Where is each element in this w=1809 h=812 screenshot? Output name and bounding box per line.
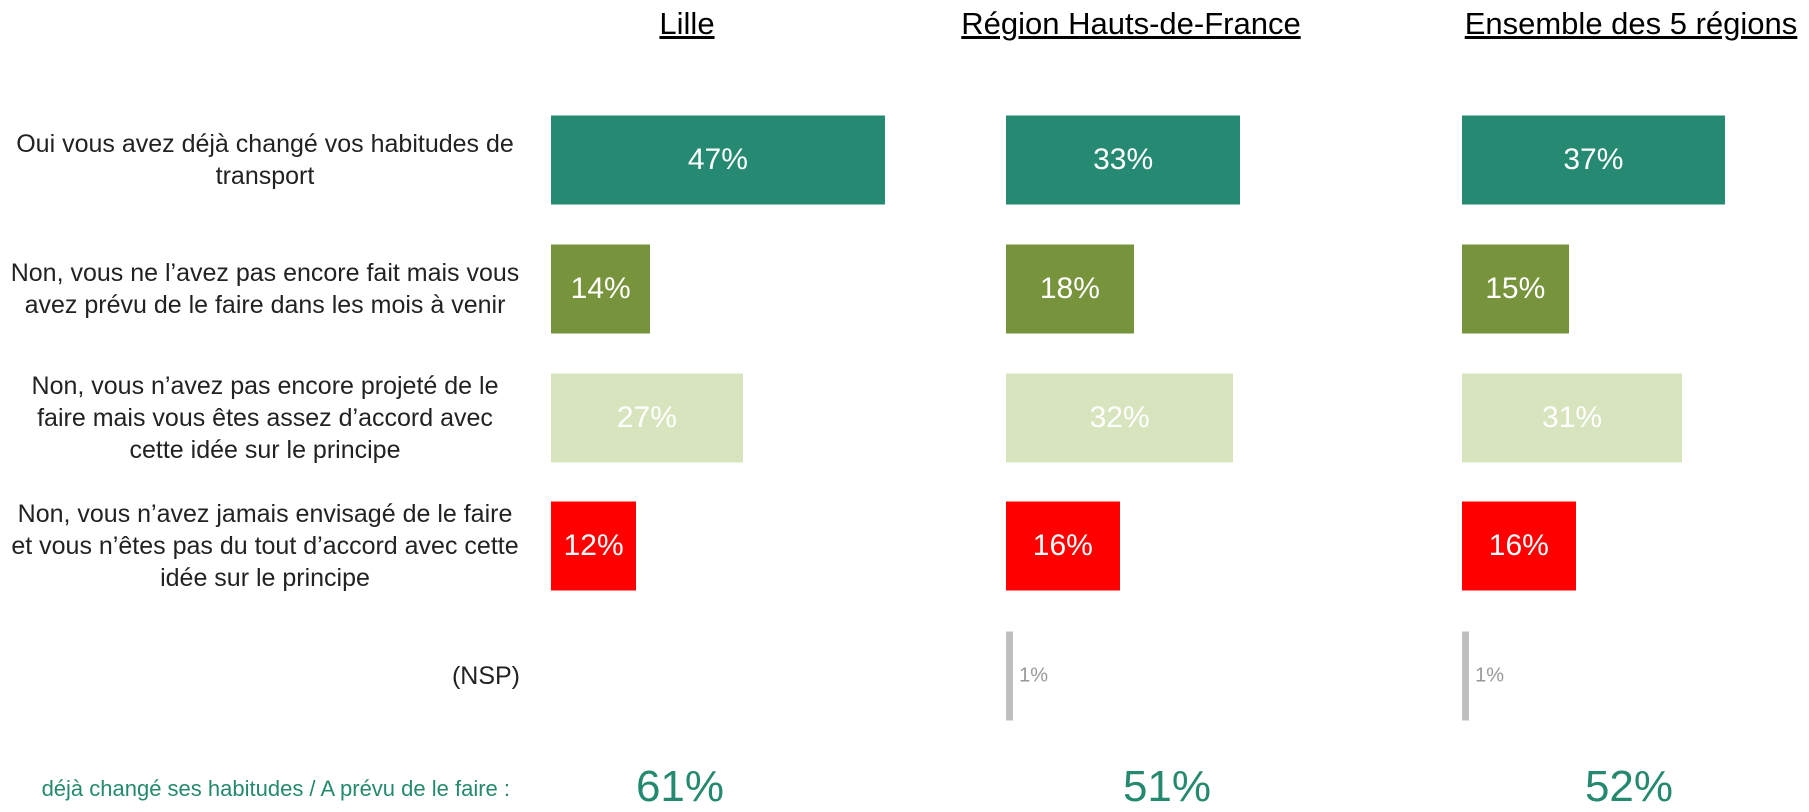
- value-label: 15%: [1485, 272, 1546, 305]
- category-label: Non, vous n’avez jamais envisagé de le f…: [11, 500, 519, 592]
- category-label: (NSP): [451, 662, 520, 690]
- value-label: 31%: [1542, 401, 1603, 434]
- value-label: 16%: [1032, 529, 1093, 562]
- value-label: 33%: [1093, 143, 1154, 176]
- bar: [1006, 501, 1120, 591]
- bar: [1462, 115, 1725, 205]
- bar: [551, 373, 743, 463]
- bar: [551, 501, 637, 591]
- panel-title: Région Hauts-de-France: [961, 6, 1301, 41]
- value-label: 12%: [563, 529, 624, 562]
- value-label: 14%: [570, 272, 631, 305]
- summary-value: 51%: [1122, 762, 1212, 811]
- bar: [1006, 115, 1241, 205]
- bar: [1462, 631, 1470, 721]
- value-label: 47%: [687, 143, 748, 176]
- value-label: 37%: [1563, 143, 1624, 176]
- category-label: Non, vous n’avez pas encore projeté de l…: [31, 372, 499, 464]
- value-label: 16%: [1488, 529, 1549, 562]
- value-label: 1%: [1475, 664, 1504, 687]
- bar: [1006, 373, 1234, 463]
- bar: [551, 115, 885, 205]
- summary-value: 52%: [1584, 762, 1674, 811]
- summary-value: 61%: [635, 762, 725, 811]
- value-label: 32%: [1089, 401, 1150, 434]
- category-label: Non, vous ne l’avez pas encore fait mais…: [10, 259, 520, 319]
- bar: [1006, 631, 1014, 721]
- value-label: 27%: [616, 401, 677, 434]
- bar: [551, 244, 651, 334]
- value-label: 18%: [1039, 272, 1100, 305]
- category-label: Oui vous avez déjà changé vos habitudes …: [16, 130, 514, 190]
- value-label: 1%: [1019, 664, 1048, 687]
- bar: [1006, 244, 1134, 334]
- bar: [1462, 244, 1569, 334]
- summary-label: déjà changé ses habitudes / A prévu de l…: [41, 776, 510, 801]
- panel-title: Ensemble des 5 régions: [1464, 6, 1798, 41]
- bar: [1462, 501, 1576, 591]
- panel-title: Lille: [659, 6, 715, 41]
- bar: [1462, 373, 1683, 463]
